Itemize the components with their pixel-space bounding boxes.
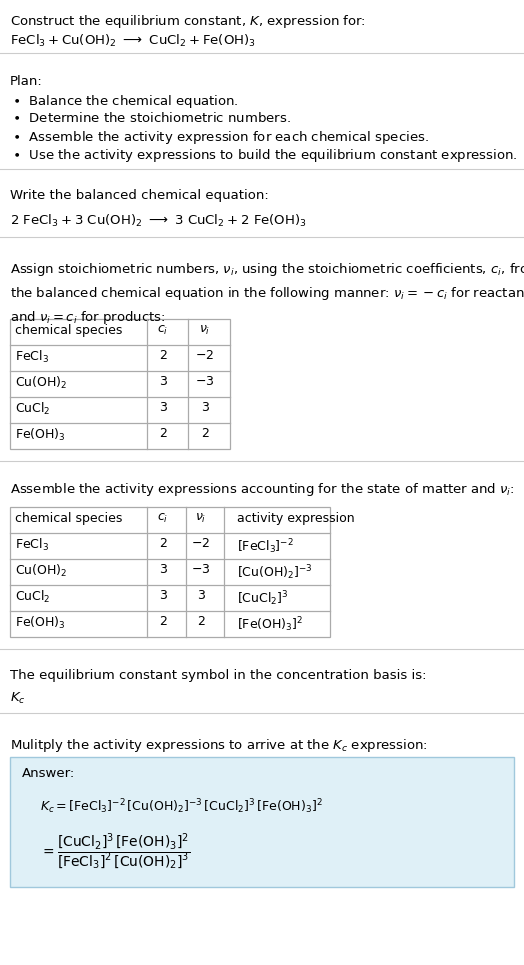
- Text: $\bullet$  Balance the chemical equation.: $\bullet$ Balance the chemical equation.: [12, 93, 238, 110]
- Text: $-2$: $-2$: [191, 537, 211, 550]
- Text: $-3$: $-3$: [195, 375, 215, 388]
- Text: $= \dfrac{[\mathrm{CuCl_2}]^{3}\,[\mathrm{Fe(OH)_3}]^{2}}{[\mathrm{FeCl_3}]^{2}\: $= \dfrac{[\mathrm{CuCl_2}]^{3}\,[\mathr…: [40, 832, 191, 872]
- Text: $\mathrm{CuCl_2}$: $\mathrm{CuCl_2}$: [15, 589, 51, 605]
- Text: $\bullet$  Assemble the activity expression for each chemical species.: $\bullet$ Assemble the activity expressi…: [12, 129, 429, 146]
- Text: $\bullet$  Use the activity expressions to build the equilibrium constant expres: $\bullet$ Use the activity expressions t…: [12, 147, 518, 164]
- Text: $3$: $3$: [196, 589, 205, 602]
- Text: $\mathrm{Cu(OH)_2}$: $\mathrm{Cu(OH)_2}$: [15, 563, 68, 579]
- Text: $\mathrm{Fe(OH)_3}$: $\mathrm{Fe(OH)_3}$: [15, 615, 66, 631]
- Text: $[\mathrm{FeCl_3}]^{-2}$: $[\mathrm{FeCl_3}]^{-2}$: [237, 537, 294, 556]
- Text: $\nu_i$: $\nu_i$: [199, 324, 211, 337]
- Text: $\mathrm{FeCl_3}$: $\mathrm{FeCl_3}$: [15, 537, 49, 553]
- Text: 3: 3: [159, 375, 167, 388]
- Text: 2: 2: [159, 349, 167, 362]
- Text: 3: 3: [159, 589, 167, 602]
- Text: $\mathrm{FeCl_3}$: $\mathrm{FeCl_3}$: [15, 349, 49, 365]
- Text: chemical species: chemical species: [15, 324, 123, 337]
- Text: $\mathrm{Fe(OH)_3}$: $\mathrm{Fe(OH)_3}$: [15, 427, 66, 443]
- Text: $-3$: $-3$: [191, 563, 211, 576]
- Text: Plan:: Plan:: [10, 75, 43, 88]
- Text: 3: 3: [159, 401, 167, 414]
- Bar: [10, 319, 230, 449]
- Text: $c_i$: $c_i$: [157, 512, 169, 525]
- Text: Construct the equilibrium constant, $K$, expression for:: Construct the equilibrium constant, $K$,…: [10, 13, 366, 30]
- Text: Assemble the activity expressions accounting for the state of matter and $\nu_i$: Assemble the activity expressions accoun…: [10, 481, 515, 498]
- Text: 3: 3: [159, 563, 167, 576]
- Bar: [10, 507, 330, 637]
- Text: 2: 2: [159, 537, 167, 550]
- Text: $c_i$: $c_i$: [157, 324, 169, 337]
- Text: $\nu_i$: $\nu_i$: [195, 512, 206, 525]
- Text: $\mathrm{Cu(OH)_2}$: $\mathrm{Cu(OH)_2}$: [15, 375, 68, 391]
- Text: $-2$: $-2$: [195, 349, 214, 362]
- Text: $\mathrm{2\ FeCl_3 + 3\ Cu(OH)_2\ \longrightarrow\ 3\ CuCl_2 + 2\ Fe(OH)_3}$: $\mathrm{2\ FeCl_3 + 3\ Cu(OH)_2\ \longr…: [10, 213, 307, 229]
- Text: $K_c$: $K_c$: [10, 691, 26, 706]
- Text: $[\mathrm{Fe(OH)_3}]^{2}$: $[\mathrm{Fe(OH)_3}]^{2}$: [237, 615, 303, 634]
- Text: Write the balanced chemical equation:: Write the balanced chemical equation:: [10, 189, 269, 202]
- Text: Mulitply the activity expressions to arrive at the $K_c$ expression:: Mulitply the activity expressions to arr…: [10, 737, 428, 754]
- Text: activity expression: activity expression: [237, 512, 355, 525]
- Text: 2: 2: [159, 427, 167, 440]
- Text: $\mathrm{CuCl_2}$: $\mathrm{CuCl_2}$: [15, 401, 51, 417]
- Text: $2$: $2$: [201, 427, 209, 440]
- Text: $\mathrm{FeCl_3 + Cu(OH)_2\ \longrightarrow\ CuCl_2 + Fe(OH)_3}$: $\mathrm{FeCl_3 + Cu(OH)_2\ \longrightar…: [10, 33, 256, 49]
- Text: Answer:: Answer:: [22, 767, 75, 780]
- Text: chemical species: chemical species: [15, 512, 123, 525]
- Text: $K_c = [\mathrm{FeCl_3}]^{-2}\,[\mathrm{Cu(OH)_2}]^{-3}\,[\mathrm{CuCl_2}]^{3}\,: $K_c = [\mathrm{FeCl_3}]^{-2}\,[\mathrm{…: [40, 797, 323, 815]
- Text: $2$: $2$: [196, 615, 205, 628]
- Text: $[\mathrm{CuCl_2}]^{3}$: $[\mathrm{CuCl_2}]^{3}$: [237, 589, 289, 608]
- Text: $[\mathrm{Cu(OH)_2}]^{-3}$: $[\mathrm{Cu(OH)_2}]^{-3}$: [237, 563, 313, 582]
- Text: $\bullet$  Determine the stoichiometric numbers.: $\bullet$ Determine the stoichiometric n…: [12, 111, 291, 125]
- Text: 2: 2: [159, 615, 167, 628]
- Text: Assign stoichiometric numbers, $\nu_i$, using the stoichiometric coefficients, $: Assign stoichiometric numbers, $\nu_i$, …: [10, 261, 524, 326]
- Bar: [10, 757, 514, 887]
- Text: The equilibrium constant symbol in the concentration basis is:: The equilibrium constant symbol in the c…: [10, 669, 427, 682]
- Text: $3$: $3$: [201, 401, 210, 414]
